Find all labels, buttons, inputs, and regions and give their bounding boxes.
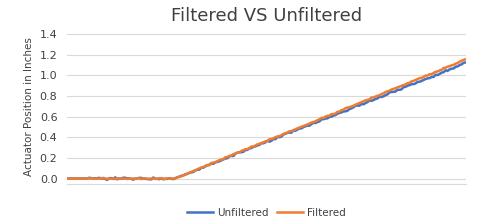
Line: Filtered: Filtered [67, 59, 466, 179]
Unfiltered [172, 177, 178, 180]
Filtered [140, 177, 146, 180]
Unfiltered [80, 177, 86, 180]
Filtered [172, 177, 178, 179]
Unfiltered [463, 61, 468, 64]
Unfiltered [104, 179, 110, 181]
Legend: Unfiltered, Filtered: Unfiltered, Filtered [183, 203, 350, 222]
Unfiltered [140, 177, 146, 180]
Filtered [138, 178, 144, 181]
Filtered [431, 72, 436, 74]
Unfiltered [88, 177, 94, 179]
Unfiltered [444, 70, 450, 72]
Filtered [444, 65, 450, 68]
Title: Filtered VS Unfiltered: Filtered VS Unfiltered [171, 7, 362, 25]
Line: Unfiltered: Unfiltered [67, 62, 466, 180]
Unfiltered [431, 76, 436, 78]
Filtered [80, 177, 86, 180]
Filtered [64, 177, 70, 180]
Y-axis label: Actuator Position in Inches: Actuator Position in Inches [24, 37, 34, 176]
Filtered [88, 177, 94, 180]
Unfiltered [64, 177, 70, 180]
Filtered [463, 58, 468, 61]
